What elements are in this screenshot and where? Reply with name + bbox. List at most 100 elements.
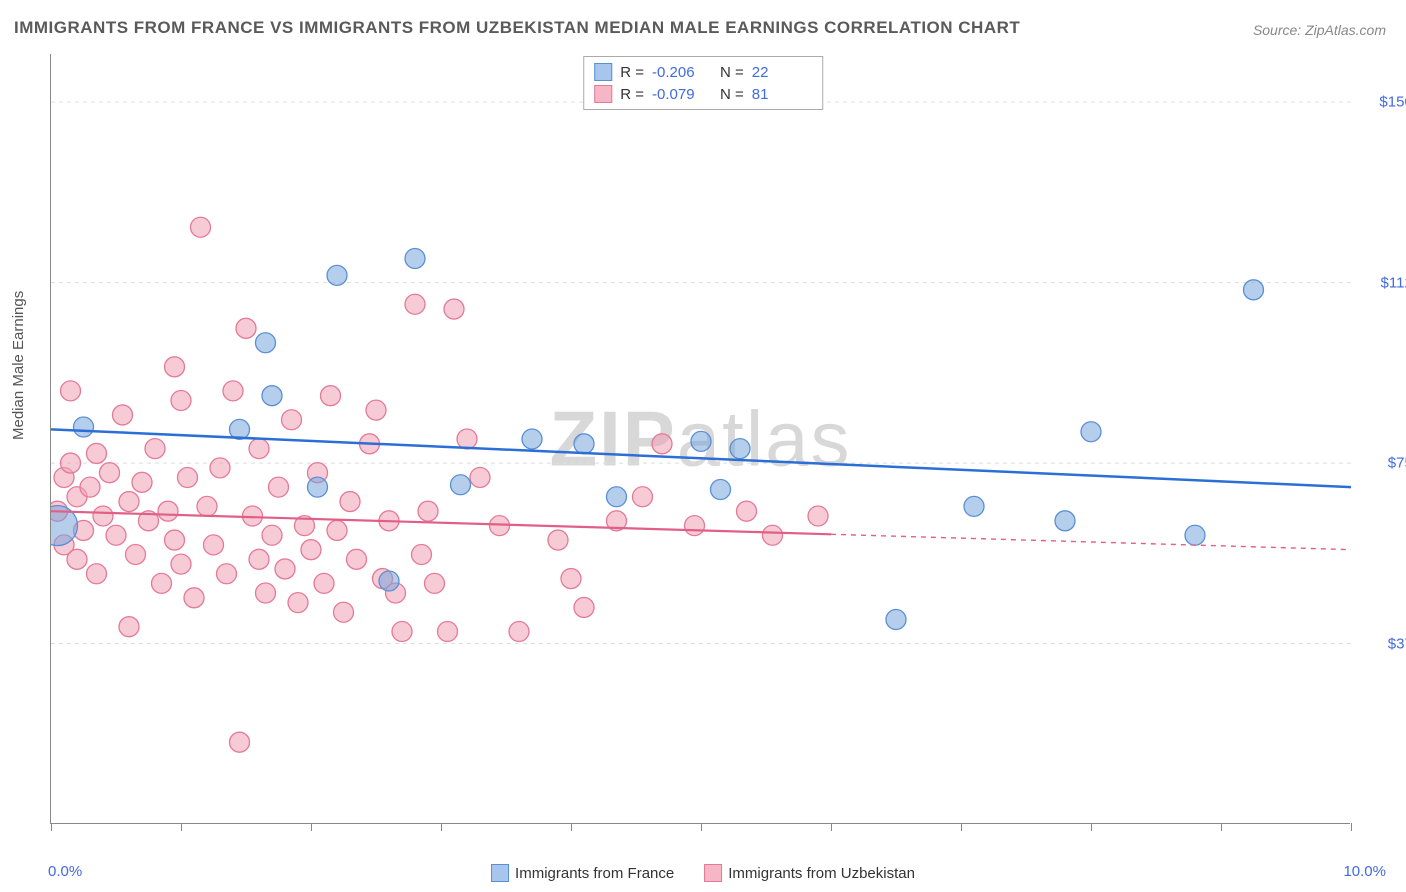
- x-tick: [51, 823, 52, 831]
- legend-swatch: [491, 864, 509, 882]
- uzbekistan-point: [301, 540, 321, 560]
- source-attribution: Source: ZipAtlas.com: [1253, 22, 1386, 38]
- uzbekistan-point: [158, 501, 178, 521]
- y-tick-label: $37,500: [1388, 635, 1406, 652]
- uzbekistan-point: [61, 453, 81, 473]
- legend-swatch: [704, 864, 722, 882]
- uzbekistan-point: [288, 593, 308, 613]
- legend-label: Immigrants from Uzbekistan: [728, 865, 915, 882]
- uzbekistan-point: [191, 217, 211, 237]
- uzbekistan-point: [737, 501, 757, 521]
- uzbekistan-point: [165, 357, 185, 377]
- uzbekistan-point: [256, 583, 276, 603]
- legend-label: Immigrants from France: [515, 865, 674, 882]
- uzbekistan-point: [470, 468, 490, 488]
- uzbekistan-trend-line-dashed: [831, 534, 1351, 549]
- uzbekistan-point: [685, 516, 705, 536]
- uzbekistan-point: [334, 602, 354, 622]
- uzbekistan-point: [347, 549, 367, 569]
- uzbekistan-point: [67, 549, 87, 569]
- uzbekistan-point: [444, 299, 464, 319]
- uzbekistan-point: [87, 564, 107, 584]
- france-point: [1185, 525, 1205, 545]
- uzbekistan-point: [574, 597, 594, 617]
- france-point: [964, 496, 984, 516]
- legend-r-label: R =: [620, 86, 644, 103]
- x-tick: [1351, 823, 1352, 831]
- uzbekistan-point: [93, 506, 113, 526]
- legend-swatch: [594, 63, 612, 81]
- france-point: [262, 386, 282, 406]
- france-point: [327, 265, 347, 285]
- legend-n-value: 81: [752, 86, 812, 103]
- series-legend: Immigrants from France Immigrants from Uz…: [491, 864, 915, 882]
- legend-r-value: -0.206: [652, 64, 712, 81]
- uzbekistan-point: [763, 525, 783, 545]
- uzbekistan-point: [457, 429, 477, 449]
- legend-item: Immigrants from France: [491, 864, 674, 882]
- x-tick: [1221, 823, 1222, 831]
- uzbekistan-point: [249, 439, 269, 459]
- france-point: [1055, 511, 1075, 531]
- uzbekistan-point: [113, 405, 133, 425]
- uzbekistan-point: [412, 545, 432, 565]
- france-point: [451, 475, 471, 495]
- uzbekistan-point: [652, 434, 672, 454]
- legend-swatch: [594, 85, 612, 103]
- uzbekistan-point: [808, 506, 828, 526]
- uzbekistan-point: [119, 492, 139, 512]
- y-tick-label: $75,000: [1388, 455, 1406, 472]
- uzbekistan-point: [418, 501, 438, 521]
- chart-svg: [51, 54, 1351, 824]
- france-point: [379, 571, 399, 591]
- uzbekistan-point: [171, 554, 191, 574]
- uzbekistan-point: [262, 525, 282, 545]
- uzbekistan-point: [230, 732, 250, 752]
- x-tick: [1091, 823, 1092, 831]
- legend-n-label: N =: [720, 86, 744, 103]
- france-point: [607, 487, 627, 507]
- uzbekistan-point: [100, 463, 120, 483]
- uzbekistan-point: [340, 492, 360, 512]
- uzbekistan-point: [165, 530, 185, 550]
- uzbekistan-point: [87, 443, 107, 463]
- uzbekistan-point: [119, 617, 139, 637]
- uzbekistan-point: [561, 569, 581, 589]
- uzbekistan-point: [282, 410, 302, 430]
- uzbekistan-point: [197, 496, 217, 516]
- uzbekistan-point: [184, 588, 204, 608]
- uzbekistan-point: [548, 530, 568, 550]
- france-point: [711, 480, 731, 500]
- x-tick: [571, 823, 572, 831]
- legend-item: Immigrants from Uzbekistan: [704, 864, 915, 882]
- x-tick: [181, 823, 182, 831]
- y-tick-label: $112,500: [1381, 274, 1406, 291]
- uzbekistan-point: [321, 386, 341, 406]
- france-point: [730, 439, 750, 459]
- uzbekistan-point: [217, 564, 237, 584]
- uzbekistan-point: [633, 487, 653, 507]
- uzbekistan-point: [171, 391, 191, 411]
- chart-title: IMMIGRANTS FROM FRANCE VS IMMIGRANTS FRO…: [14, 18, 1020, 38]
- uzbekistan-point: [210, 458, 230, 478]
- uzbekistan-point: [392, 622, 412, 642]
- uzbekistan-point: [249, 549, 269, 569]
- france-point: [1081, 422, 1101, 442]
- uzbekistan-point: [425, 573, 445, 593]
- uzbekistan-point: [509, 622, 529, 642]
- france-point: [522, 429, 542, 449]
- france-point: [886, 609, 906, 629]
- legend-r-label: R =: [620, 64, 644, 81]
- uzbekistan-point: [178, 468, 198, 488]
- uzbekistan-point: [327, 520, 347, 540]
- france-point: [74, 417, 94, 437]
- x-tick: [441, 823, 442, 831]
- uzbekistan-point: [236, 318, 256, 338]
- uzbekistan-point: [438, 622, 458, 642]
- x-tick: [831, 823, 832, 831]
- uzbekistan-trend-line-solid: [51, 511, 831, 534]
- uzbekistan-point: [80, 477, 100, 497]
- uzbekistan-point: [204, 535, 224, 555]
- uzbekistan-point: [152, 573, 172, 593]
- uzbekistan-point: [61, 381, 81, 401]
